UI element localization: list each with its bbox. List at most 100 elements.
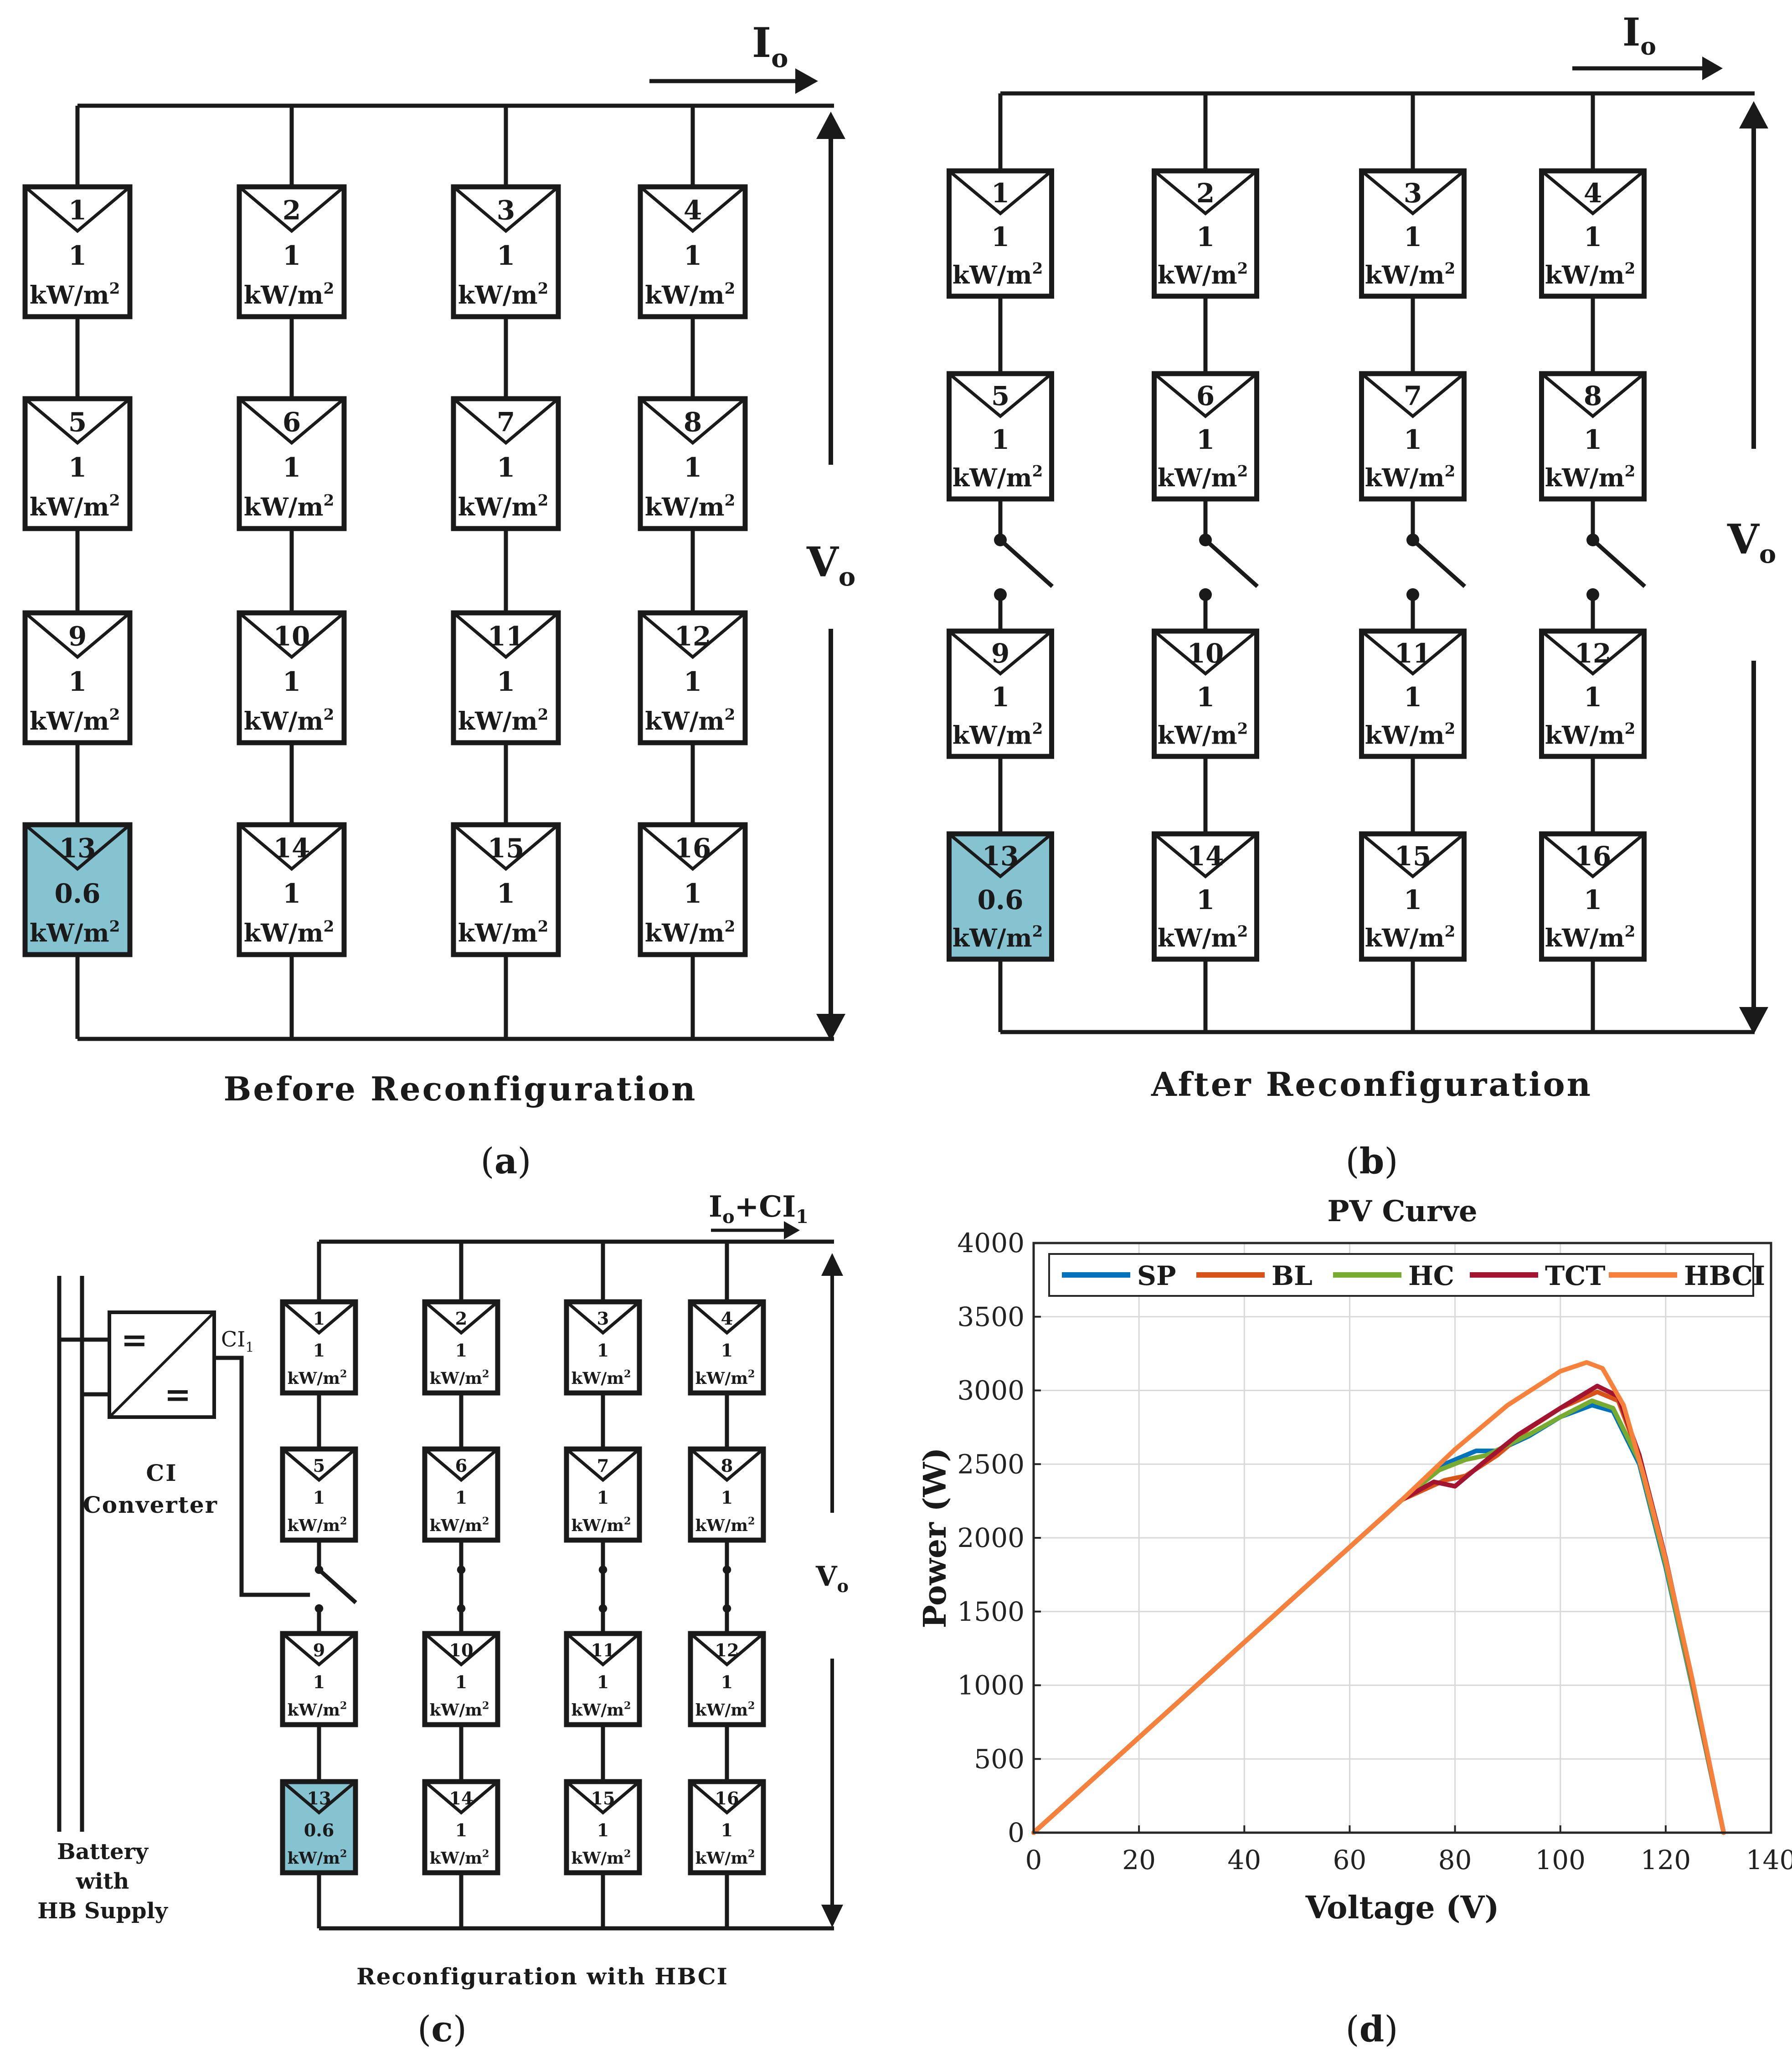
- pv-module-irradiance-unit: kW/m2: [572, 1368, 631, 1388]
- pv-module-irradiance-unit: kW/m2: [695, 1368, 755, 1388]
- pv-module-box: [1152, 831, 1259, 962]
- pv-module-box: [422, 1631, 500, 1727]
- panel-c-modules: 11kW/m221kW/m231kW/m241kW/m251kW/m261kW/…: [280, 1299, 766, 1875]
- pv-module-irradiance-unit: kW/m2: [1365, 923, 1456, 953]
- c-pv-module-1: 1 1 kW/m2: [280, 1299, 358, 1396]
- b-pv-module-2: 2 1 kW/m2: [1152, 168, 1259, 299]
- string-switch-1: [314, 1565, 357, 1613]
- pv-module-number: 5: [68, 406, 87, 437]
- a-pv-module-8: 8 1 kW/m2: [638, 396, 748, 531]
- pv-module-diode-symbol: [689, 1780, 765, 1815]
- pv-module-box: [237, 184, 347, 319]
- pv-module-irradiance-value: 1: [455, 1672, 468, 1693]
- pv-module-irradiance-value: 1: [684, 240, 702, 271]
- pv-module-irradiance-unit: kW/m2: [1158, 923, 1248, 953]
- pv-module-box: [564, 1779, 642, 1875]
- pv-module-irradiance-value: 1: [68, 666, 87, 697]
- y-tick-label: 0: [1008, 1817, 1025, 1848]
- pv-module-irradiance-unit: kW/m2: [430, 1848, 489, 1868]
- b-pv-module-10: 10 1 kW/m2: [1152, 628, 1259, 759]
- pv-module-box: [1539, 371, 1647, 502]
- pv-module-diode-symbol: [689, 1300, 765, 1335]
- pv-module-irradiance-unit: kW/m2: [30, 706, 120, 736]
- c-pv-module-6: 6 1 kW/m2: [422, 1446, 500, 1543]
- x-tick-label: 20: [1122, 1844, 1156, 1875]
- pv-module-number: 13: [307, 1788, 331, 1809]
- x-tick-label: 0: [1025, 1844, 1042, 1875]
- chart-y-axis-label: Power (W): [917, 1448, 953, 1629]
- switch-arm-open: [1204, 538, 1259, 588]
- pv-module-irradiance-value: 1: [313, 1341, 325, 1361]
- pv-module-number: 1: [313, 1309, 325, 1329]
- x-tick-label: 60: [1333, 1844, 1367, 1875]
- pv-module-number: 13: [59, 832, 96, 863]
- c-pv-module-16: 16 1 kW/m2: [688, 1779, 766, 1875]
- pv-module-box: [638, 184, 748, 319]
- switch-contact-bottom: [314, 1604, 324, 1613]
- pv-module-box: [564, 1446, 642, 1543]
- pv-module-irradiance-value: 1: [455, 1820, 468, 1841]
- panel-a-voltage-arrowhead-up: [816, 112, 845, 139]
- panel-b-current-label: Io: [1622, 10, 1656, 61]
- panel-a-before-reconfiguration: 11kW/m221kW/m231kW/m241kW/m251kW/m261kW/…: [22, 19, 855, 1182]
- pv-module-diode-symbol: [1153, 170, 1258, 216]
- chart-title: PV Curve: [1327, 1194, 1477, 1228]
- string-switch-2: [1199, 534, 1259, 601]
- a-pv-module-6: 6 1 kW/m2: [237, 396, 347, 531]
- converter-dc-out-symbol: =: [165, 1376, 191, 1413]
- chart-x-ticks: 0 20 40 60 80 100 120 140: [1025, 1825, 1792, 1875]
- pv-module-box: [688, 1779, 766, 1875]
- legend-label-sp: SP: [1137, 1260, 1176, 1291]
- pv-module-irradiance-value: 1: [68, 452, 87, 483]
- switch-arm-open: [1411, 538, 1467, 588]
- pv-module-irradiance-value: 1: [313, 1672, 325, 1693]
- pv-module-diode-symbol: [24, 611, 131, 659]
- pv-module-number: 12: [715, 1640, 739, 1661]
- panel-a-voltage-arrowhead-down: [816, 1014, 845, 1041]
- pv-module-irradiance-value: 1: [597, 1672, 609, 1693]
- pv-module-number: 7: [497, 406, 515, 437]
- pv-module-irradiance-value: 1: [1196, 221, 1215, 252]
- y-tick-label: 3500: [957, 1301, 1025, 1332]
- converter-output-label: CI1: [221, 1327, 254, 1356]
- panel-c-voltage-arrowhead-up: [821, 1253, 843, 1276]
- pv-module-box: [688, 1631, 766, 1727]
- pv-module-diode-symbol: [281, 1300, 357, 1335]
- pv-module-irradiance-value: 1: [1196, 424, 1215, 455]
- pv-module-box: [22, 396, 133, 531]
- pv-module-box: [280, 1446, 358, 1543]
- pv-module-number: 2: [283, 195, 301, 226]
- panel-a-current-arrowhead: [795, 68, 818, 94]
- pv-module-number: 6: [455, 1456, 468, 1476]
- pv-module-box: [280, 1299, 358, 1396]
- ci-converter-diagonal: [108, 1311, 216, 1418]
- chart-series-lines: [1031, 1360, 1726, 1835]
- pv-module-box: [1359, 628, 1467, 759]
- pv-module-diode-symbol: [639, 611, 747, 659]
- pv-module-diode-symbol: [639, 823, 747, 871]
- pv-module-irradiance-value: 1: [597, 1488, 609, 1508]
- pv-module-number: 14: [1187, 841, 1224, 872]
- pv-module-irradiance-value: 1: [597, 1820, 609, 1841]
- pv-module-box: [1539, 168, 1647, 299]
- panel-c-caption: (c): [417, 2009, 467, 2050]
- pv-module-number: 8: [721, 1456, 733, 1476]
- pv-module-diode-symbol: [689, 1448, 765, 1482]
- pv-module-box: [1539, 628, 1647, 759]
- pv-module-irradiance-value: 0.6: [978, 884, 1024, 915]
- pv-module-number: 7: [597, 1456, 609, 1476]
- a-pv-module-10: 10 1 kW/m2: [237, 610, 347, 745]
- pv-module-box: [451, 184, 561, 319]
- pv-module-diode-symbol: [1540, 832, 1645, 879]
- x-tick-label: 140: [1746, 1844, 1792, 1875]
- a-pv-module-15: 15 1 kW/m2: [451, 822, 561, 957]
- pv-module-irradiance-unit: kW/m2: [1365, 720, 1456, 750]
- pv-module-diode-symbol: [24, 397, 131, 445]
- panel-b-modules: 11kW/m221kW/m231kW/m241kW/m251kW/m261kW/…: [947, 168, 1647, 962]
- b-pv-module-13: 13 0.6 kW/m2: [947, 831, 1054, 962]
- pv-module-number: 3: [497, 195, 515, 226]
- pv-module-diode-symbol: [1153, 372, 1258, 419]
- series-line-hbci: [1031, 1360, 1726, 1835]
- pv-module-box: [1359, 831, 1467, 962]
- a-pv-module-3: 3 1 kW/m2: [451, 184, 561, 319]
